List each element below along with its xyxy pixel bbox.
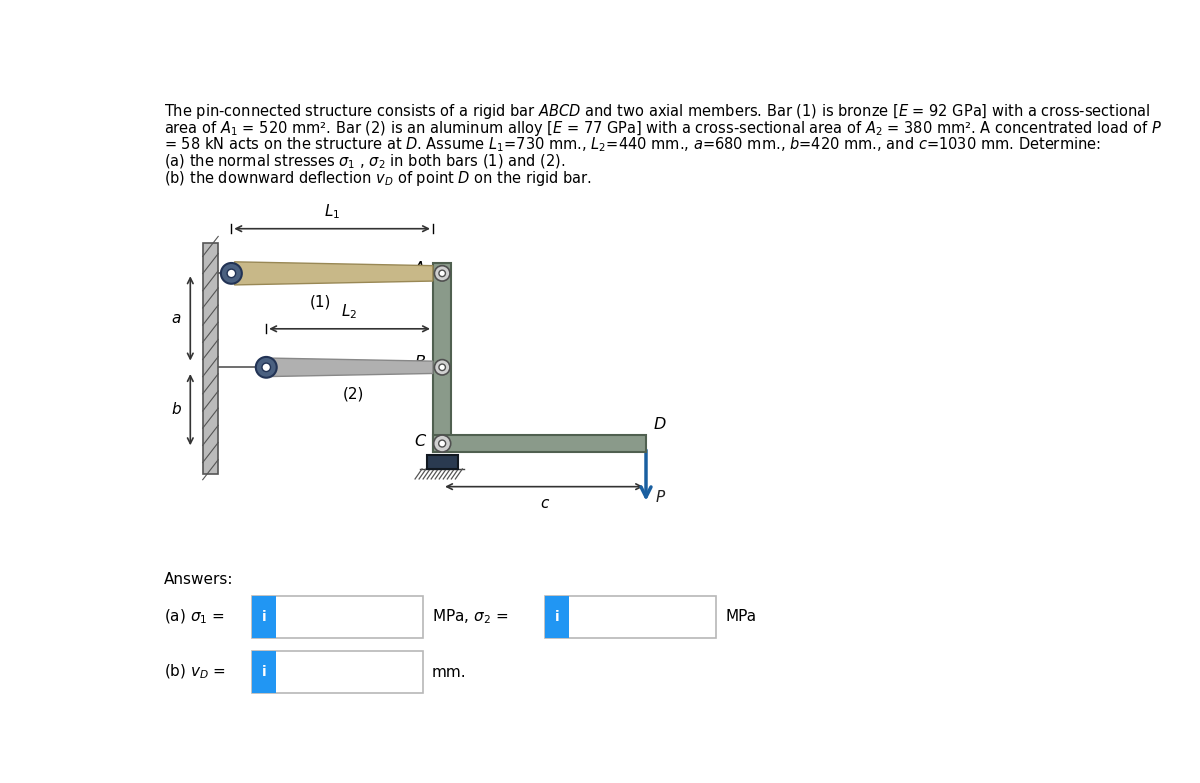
Text: A: A [414,262,425,276]
Circle shape [434,265,450,281]
Bar [433,263,451,452]
Text: C: C [414,435,425,449]
Circle shape [439,364,445,370]
Text: B: B [414,355,425,370]
Bar [252,596,422,637]
Bar [427,455,457,469]
Text: MPa: MPa [725,609,756,624]
Text: i: i [262,666,266,679]
Text: (1): (1) [310,295,331,310]
Bar [252,651,422,693]
Circle shape [439,440,445,447]
Text: a: a [172,311,181,326]
Text: (2): (2) [343,387,364,402]
Text: The pin-connected structure consists of a rigid bar $\mathit{ABCD}$ and two axia: The pin-connected structure consists of … [164,102,1151,121]
Text: i: i [262,610,266,624]
Polygon shape [234,262,433,285]
Text: MPa, $\sigma_2$ =: MPa, $\sigma_2$ = [432,608,509,626]
Text: $L_1$: $L_1$ [324,202,341,221]
Text: $L_2$: $L_2$ [342,302,358,321]
Text: = 58 kN acts on the structure at $D$. Assume $L_1$=730 mm., $L_2$=440 mm., $a$=6: = 58 kN acts on the structure at $D$. As… [164,135,1100,154]
Circle shape [433,435,451,452]
Text: (a) the normal stresses $\sigma_1$ , $\sigma_2$ in both bars (1) and (2).: (a) the normal stresses $\sigma_1$ , $\s… [164,153,565,171]
Circle shape [227,269,235,278]
Bar [433,435,646,452]
Text: mm.: mm. [432,665,467,680]
Text: (b) the downward deflection $v_D$ of point $D$ on the rigid bar.: (b) the downward deflection $v_D$ of poi… [164,169,592,189]
Text: P: P [656,490,665,505]
Bar [545,596,569,637]
Bar [545,596,715,637]
Circle shape [439,270,445,276]
Circle shape [434,359,450,375]
Text: (a) $\sigma_1$ =: (a) $\sigma_1$ = [164,608,224,626]
Bar [252,596,276,637]
Text: Answers:: Answers: [164,572,234,587]
Bar [203,243,218,474]
Text: c: c [540,496,548,511]
Bar [252,651,276,693]
Circle shape [221,263,242,283]
Text: b: b [172,402,181,417]
Circle shape [256,357,277,377]
Circle shape [262,363,270,372]
Text: D: D [654,417,666,431]
Text: i: i [554,610,559,624]
Text: (b) $v_D$ =: (b) $v_D$ = [164,663,226,681]
Text: area of $A_1$ = 520 mm². Bar (2) is an aluminum alloy [$E$ = 77 GPa] with a cros: area of $A_1$ = 520 mm². Bar (2) is an a… [164,118,1162,138]
Polygon shape [269,358,433,377]
